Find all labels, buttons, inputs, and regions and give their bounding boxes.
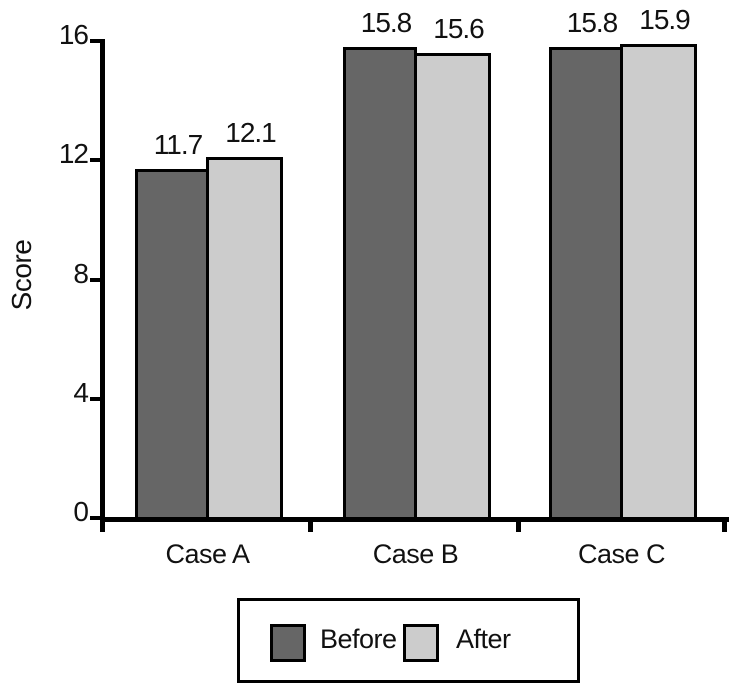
y-tick: [90, 277, 105, 282]
y-tick: [90, 39, 105, 44]
y-tick: [90, 516, 105, 520]
value-label: 15.6: [433, 13, 485, 45]
category-label-case-a: Case A: [165, 539, 250, 569]
y-tick-label: 16: [58, 19, 89, 51]
y-tick-label: 0: [73, 496, 89, 527]
value-label: 15.8: [566, 7, 619, 39]
bar-before-case-b: [343, 47, 417, 520]
legend: Before After: [237, 598, 580, 683]
legend-swatch-after: [403, 624, 439, 662]
value-label: 12.1: [225, 117, 277, 149]
y-tick-label: 8: [73, 257, 89, 289]
legend-label-after: After: [456, 624, 511, 654]
value-label: 15.8: [360, 7, 413, 39]
y-tick-label: 12: [58, 138, 89, 170]
x-tick: [308, 517, 313, 532]
legend-label-before: Before: [320, 624, 397, 654]
bar-after-case-b: [414, 53, 491, 520]
category-label-case-c: Case C: [577, 539, 666, 569]
x-tick: [100, 517, 105, 532]
y-tick: [90, 158, 105, 163]
x-tick: [722, 517, 727, 532]
legend-swatch-before: [270, 624, 306, 662]
bar-after-case-a: [206, 157, 283, 520]
bar-after-case-c: [620, 44, 697, 520]
x-axis-line: [100, 517, 729, 522]
x-tick: [516, 517, 521, 532]
y-tick-label: 4: [73, 376, 89, 408]
value-label: 15.9: [639, 4, 691, 36]
y-axis-line: [100, 41, 105, 532]
category-label-case-b: Case B: [372, 539, 459, 569]
value-label: 11.7: [153, 129, 203, 161]
bar-before-case-c: [549, 47, 623, 520]
y-tick: [90, 396, 105, 401]
bar-before-case-a: [135, 169, 209, 520]
